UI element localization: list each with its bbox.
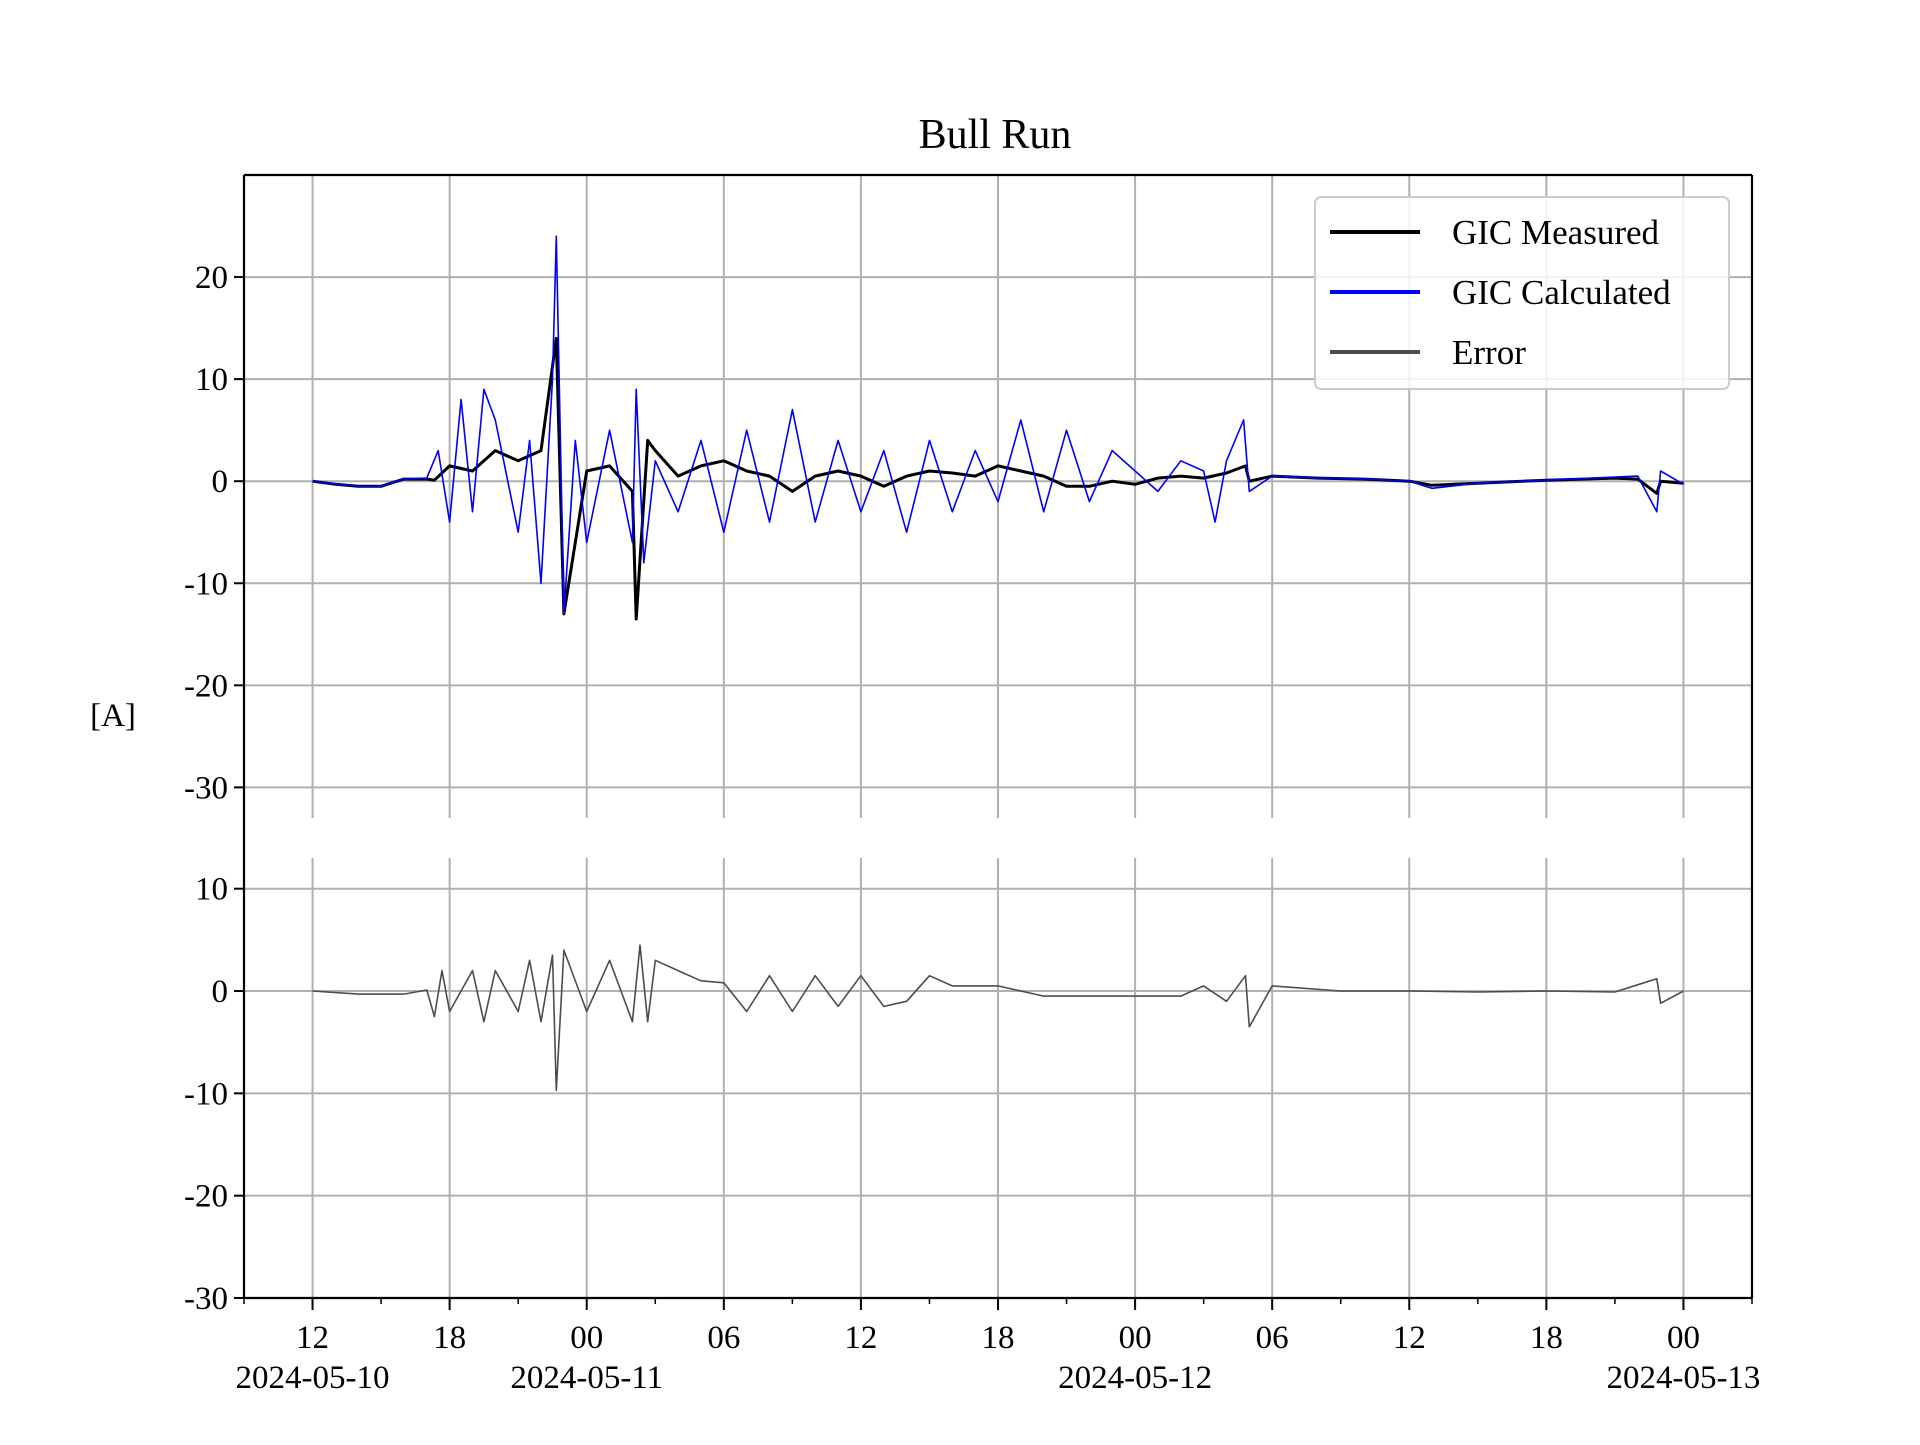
ytick-label-bottom-1: 0 bbox=[212, 974, 229, 1010]
legend-label-0: GIC Measured bbox=[1452, 213, 1660, 252]
xtick-label-4: 12 bbox=[844, 1320, 877, 1356]
legend-box bbox=[1314, 196, 1730, 390]
ytick-label-bottom-0: 10 bbox=[195, 872, 228, 908]
ytick-label-top-5: -30 bbox=[184, 770, 228, 806]
legend-label-2: Error bbox=[1452, 333, 1526, 372]
xtick-date-2: 2024-05-11 bbox=[510, 1360, 663, 1396]
series-gic-calculated-line bbox=[312, 235, 1684, 615]
xtick-label-7: 06 bbox=[1256, 1320, 1289, 1356]
xtick-label-8: 12 bbox=[1393, 1320, 1426, 1356]
xtick-label-5: 18 bbox=[982, 1320, 1015, 1356]
xtick-date-0: 2024-05-10 bbox=[236, 1360, 390, 1396]
chart-title: Bull Run bbox=[919, 112, 1072, 158]
xtick-date-10: 2024-05-13 bbox=[1606, 1360, 1760, 1396]
ytick-label-top-0: 20 bbox=[195, 260, 228, 296]
xtick-label-0: 12 bbox=[296, 1320, 329, 1356]
y-axis-label: [A] bbox=[90, 698, 136, 734]
y-tick-labels: 20 10 0 -10 -20 -30 10 0 -10 -20 -30 bbox=[184, 260, 244, 1317]
xtick-date-6: 2024-05-12 bbox=[1058, 1360, 1212, 1396]
ytick-label-bottom-4: -30 bbox=[184, 1281, 228, 1317]
xtick-label-3: 06 bbox=[707, 1320, 740, 1356]
xtick-label-6: 00 bbox=[1119, 1320, 1152, 1356]
ytick-label-top-3: -10 bbox=[184, 566, 228, 602]
ytick-label-top-1: 10 bbox=[195, 362, 228, 398]
xtick-label-9: 18 bbox=[1530, 1320, 1563, 1356]
ytick-label-bottom-3: -20 bbox=[184, 1179, 228, 1215]
legend: GIC Measured GIC Calculated Error bbox=[1314, 196, 1730, 390]
series-error-line bbox=[312, 944, 1684, 1092]
ytick-label-bottom-2: -10 bbox=[184, 1076, 228, 1112]
top-panel-series bbox=[312, 235, 1684, 621]
xtick-label-2: 00 bbox=[570, 1320, 603, 1356]
legend-label-1: GIC Calculated bbox=[1452, 273, 1671, 312]
bottom-panel-grid bbox=[244, 858, 1752, 1299]
xtick-label-1: 18 bbox=[433, 1320, 466, 1356]
xtick-label-10: 00 bbox=[1667, 1320, 1700, 1356]
x-tick-labels: 12 2024-05-10 18 00 2024-05-11 06 12 18 00 2024-0… bbox=[236, 1298, 1760, 1396]
ytick-label-top-2: 0 bbox=[212, 464, 229, 500]
ytick-label-top-4: -20 bbox=[184, 668, 228, 704]
bottom-panel-series bbox=[312, 944, 1684, 1092]
